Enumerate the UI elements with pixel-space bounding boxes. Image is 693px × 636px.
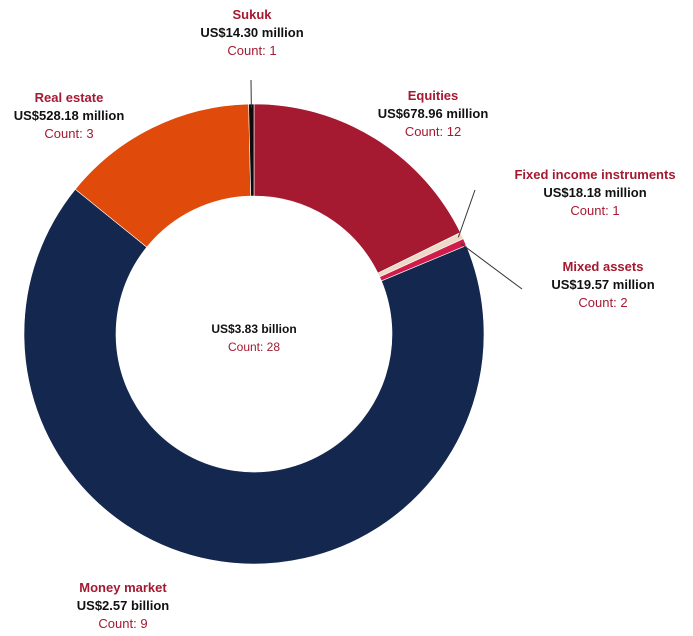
leader-line-fixed-income xyxy=(457,189,476,238)
donut-center-total: US$3.83 billion Count: 28 xyxy=(211,320,296,356)
slice-equities xyxy=(253,103,461,274)
label-equities-name: Equities xyxy=(407,88,459,103)
label-fixed-income-name: Fixed income instruments xyxy=(514,167,676,182)
leader-line-mixed-assets xyxy=(460,243,523,290)
label-mixed-assets: Mixed assets US$19.57 million Count: 2 xyxy=(551,258,654,312)
total-count: Count: 28 xyxy=(227,340,281,354)
label-sukuk-count: Count: 1 xyxy=(227,43,277,58)
slice-sukuk xyxy=(248,103,255,197)
label-fixed-income: Fixed income instruments US$18.18 millio… xyxy=(514,166,675,220)
slice-money-market xyxy=(23,188,485,565)
label-real-estate-count: Count: 3 xyxy=(44,126,94,141)
label-real-estate: Real estate US$528.18 million Count: 3 xyxy=(14,89,125,143)
label-mixed-assets-value: US$19.57 million xyxy=(551,277,655,292)
label-equities-count: Count: 12 xyxy=(404,124,462,139)
label-money-market-value: US$2.57 billion xyxy=(76,598,170,613)
label-equities-value: US$678.96 million xyxy=(377,106,489,121)
label-money-market-count: Count: 9 xyxy=(98,616,148,631)
label-real-estate-value: US$528.18 million xyxy=(13,108,125,123)
label-equities: Equities US$678.96 million Count: 12 xyxy=(378,87,489,141)
label-fixed-income-value: US$18.18 million xyxy=(543,185,647,200)
total-value: US$3.83 billion xyxy=(211,322,297,336)
label-real-estate-name: Real estate xyxy=(34,90,104,105)
label-sukuk-value: US$14.30 million xyxy=(200,25,304,40)
label-sukuk: Sukuk US$14.30 million Count: 1 xyxy=(200,6,303,60)
label-mixed-assets-name: Mixed assets xyxy=(562,259,644,274)
label-money-market: Money market US$2.57 billion Count: 9 xyxy=(77,579,169,633)
label-fixed-income-count: Count: 1 xyxy=(570,203,620,218)
label-sukuk-name: Sukuk xyxy=(232,7,272,22)
label-money-market-name: Money market xyxy=(79,580,167,595)
label-mixed-assets-count: Count: 2 xyxy=(578,295,628,310)
